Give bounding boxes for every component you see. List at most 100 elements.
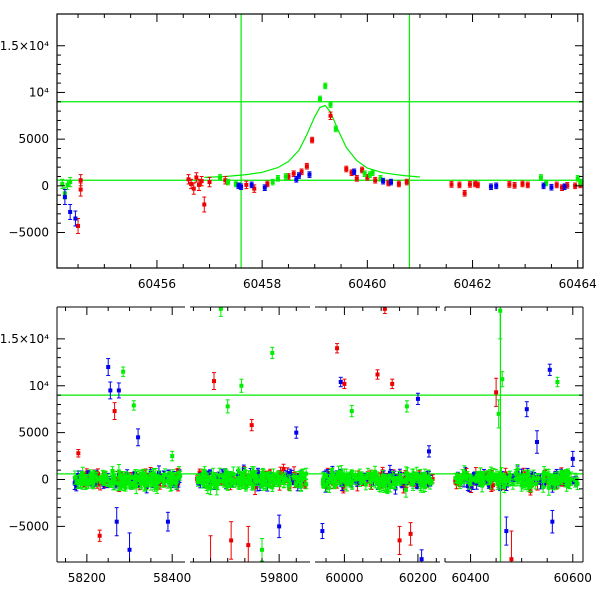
- data-point: [74, 485, 79, 490]
- data-point: [354, 176, 359, 181]
- data-point: [174, 477, 179, 482]
- data-point: [328, 102, 333, 107]
- data-point: [197, 470, 202, 475]
- data-point: [541, 485, 546, 490]
- data-point: [287, 478, 292, 483]
- data-point: [546, 473, 551, 478]
- data-point: [349, 470, 354, 475]
- data-point: [396, 181, 401, 186]
- bottom-panel-full-light-curve: 58200 58400 59800 60000 60200 60400 60600 −5000…: [0, 306, 592, 585]
- data-point: [544, 181, 549, 186]
- data-point: [148, 479, 153, 484]
- data-point: [344, 167, 349, 172]
- data-point: [276, 479, 281, 484]
- data-point: [242, 468, 247, 473]
- data-point: [386, 480, 391, 485]
- data-point: [255, 478, 260, 483]
- data-point: [359, 479, 364, 484]
- data-point: [254, 475, 259, 480]
- data-point: [136, 435, 141, 440]
- data-point: [68, 180, 73, 185]
- data-point: [284, 472, 289, 477]
- data-point: [225, 484, 230, 489]
- data-point: [397, 538, 402, 543]
- data-point: [504, 476, 509, 481]
- data-point: [153, 473, 158, 478]
- data-point: [165, 519, 170, 524]
- data-point: [338, 380, 343, 384]
- data-point: [265, 181, 270, 186]
- data-point: [262, 478, 267, 483]
- data-point: [549, 185, 554, 190]
- data-point: [327, 485, 332, 490]
- data-point: [365, 175, 370, 180]
- data-point: [390, 476, 395, 481]
- data-point: [493, 473, 498, 478]
- y-tick-label: 0: [41, 179, 49, 193]
- data-point: [375, 372, 380, 377]
- data-point: [408, 477, 413, 482]
- data-point: [548, 480, 553, 485]
- data-point: [505, 482, 510, 487]
- data-point: [211, 473, 216, 478]
- data-point: [389, 180, 394, 185]
- data-point: [551, 481, 556, 486]
- data-point: [246, 479, 251, 484]
- data-point: [229, 538, 234, 543]
- data-point: [362, 475, 367, 480]
- data-point: [156, 474, 161, 479]
- data-point: [331, 478, 336, 483]
- data-point: [526, 483, 531, 488]
- data-point: [370, 477, 375, 482]
- data-point: [390, 381, 395, 386]
- data-point: [415, 476, 420, 481]
- data-point: [546, 485, 551, 490]
- data-point: [286, 483, 291, 488]
- data-point: [429, 479, 434, 484]
- data-point: [166, 474, 171, 479]
- data-point: [524, 407, 529, 412]
- data-point: [336, 471, 341, 476]
- data-point: [110, 468, 115, 473]
- data-point: [98, 479, 103, 484]
- data-point: [519, 483, 524, 488]
- data-point: [286, 174, 291, 179]
- data-point: [519, 476, 524, 481]
- data-point: [294, 430, 299, 435]
- data-point: [547, 367, 552, 372]
- data-point: [275, 176, 280, 181]
- y-tick-label: 1.5×10⁴: [0, 39, 49, 53]
- data-point: [217, 473, 222, 478]
- data-point: [462, 191, 467, 196]
- data-point: [197, 182, 202, 187]
- data-point: [353, 473, 358, 478]
- data-point: [321, 477, 326, 482]
- data-point: [240, 482, 245, 487]
- data-point: [291, 474, 296, 479]
- data-point: [122, 479, 127, 484]
- data-point: [279, 475, 284, 480]
- data-point: [465, 484, 470, 489]
- data-point: [115, 481, 120, 486]
- data-point: [243, 485, 248, 490]
- data-point: [233, 478, 238, 483]
- data-point: [96, 472, 101, 477]
- data-point: [329, 474, 334, 479]
- data-point: [381, 179, 386, 184]
- data-point: [563, 476, 568, 481]
- data-point: [154, 480, 159, 485]
- data-point: [550, 519, 555, 524]
- data-point: [250, 472, 255, 477]
- x-tick-label: 60200: [399, 571, 437, 585]
- data-point: [65, 182, 70, 187]
- data-point: [220, 478, 225, 483]
- data-point: [139, 479, 144, 484]
- data-point: [114, 519, 119, 524]
- data-point: [204, 474, 209, 479]
- data-point: [339, 469, 344, 474]
- y-tick-label: 0: [41, 473, 49, 487]
- y-tick-label: −5000: [8, 226, 49, 240]
- data-point: [275, 472, 280, 477]
- data-point: [564, 479, 569, 484]
